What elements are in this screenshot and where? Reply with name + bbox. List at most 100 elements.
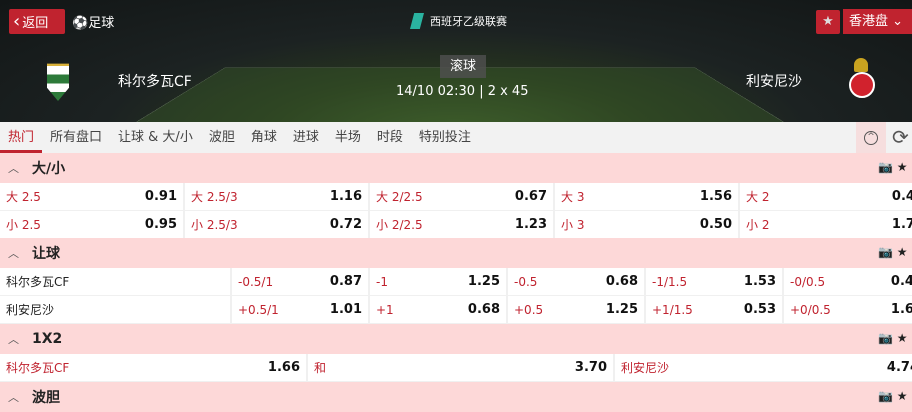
odds-cell[interactable]: 大 2.5/3 1.16: [185, 183, 368, 210]
odds-price: 0.68: [467, 302, 500, 317]
odds-price: 1.01: [329, 302, 362, 317]
tab-corners[interactable]: 角球: [250, 130, 277, 145]
refresh-icon[interactable]: ⟳: [892, 125, 909, 149]
section-1x2[interactable]: ︿ 1X2 📷 ★: [0, 324, 912, 354]
favorite-star-button[interactable]: ★: [816, 10, 840, 34]
odds-cell[interactable]: +1 0.68: [370, 296, 506, 323]
odds-line: +1/1.5: [652, 302, 693, 317]
odds-cell[interactable]: 和 3.70: [308, 354, 613, 381]
odds-line: -0/0.5: [790, 274, 826, 289]
odds-cell[interactable]: -1/1.5 1.53: [646, 268, 782, 295]
odds-price: 0.95: [144, 217, 177, 232]
pin-icon[interactable]: ★: [896, 160, 908, 174]
odds-cell[interactable]: -1 1.25: [370, 268, 506, 295]
tab-handicap-ou[interactable]: 让球 & 大/小: [118, 130, 193, 145]
odds-cell[interactable]: 小 2/2.5 1.23: [370, 211, 553, 238]
odds-line: +1: [376, 302, 394, 317]
odds-price: 1.75: [891, 217, 912, 232]
stats-icon[interactable]: 📷: [878, 389, 893, 403]
chevron-up-icon: ︿: [8, 333, 19, 346]
collapse-all-button[interactable]: ^: [856, 122, 886, 153]
match-header: ‹ 返回 ⚽足球 西班牙乙级联赛 ★ 香港盘 ⌄ 科尔多瓦CF 滚球 14/10 …: [0, 0, 912, 122]
stats-icon[interactable]: 📷: [878, 245, 893, 259]
odds-cell[interactable]: -0.5/1 0.87: [232, 268, 368, 295]
odds-line: -1: [376, 274, 388, 289]
odds-type-dropdown[interactable]: 香港盘 ⌄: [843, 9, 912, 34]
odds-cell[interactable]: 大 2.5 0.91: [0, 183, 183, 210]
stats-icon[interactable]: 📷: [878, 331, 893, 345]
match-time: 14/10 02:30 | 2 x 45: [396, 84, 529, 99]
odds-cell[interactable]: 大 3 1.56: [555, 183, 738, 210]
odds-cell[interactable]: -0.5 0.68: [508, 268, 644, 295]
odds-cell[interactable]: 小 2.5 0.95: [0, 211, 183, 238]
odds-price: 0.72: [329, 217, 362, 232]
odds-cell: 科尔多瓦CF: [0, 268, 230, 295]
odds-line: 小 2.5/3: [191, 218, 238, 232]
odds-line: 小 2: [746, 218, 770, 232]
section-title: 波胆: [32, 390, 60, 406]
chevron-down-icon: ⌄: [892, 14, 904, 29]
handicap-row: 科尔多瓦CF -0.5/1 0.87 -1 1.25 -0.5 0.68 -1/1.5 1.53…: [0, 268, 912, 295]
odds-price: 0.91: [144, 189, 177, 204]
section-title: 让球: [32, 246, 60, 262]
odds-cell[interactable]: +1/1.5 0.53: [646, 296, 782, 323]
stats-icon[interactable]: 📷: [878, 160, 893, 174]
away-crest-icon: [846, 58, 876, 100]
section-title: 大/小: [32, 161, 66, 177]
odds-type-label: 香港盘: [849, 14, 889, 29]
pin-icon[interactable]: ★: [896, 245, 908, 259]
tab-period[interactable]: 时段: [376, 130, 403, 145]
odds-line: +0.5/1: [238, 302, 279, 317]
tab-hot[interactable]: 热门: [0, 122, 43, 153]
tab-goals[interactable]: 进球: [292, 130, 319, 145]
home-team: 科尔多瓦CF: [118, 74, 192, 90]
odds-line: -0.5: [514, 274, 538, 289]
pin-icon[interactable]: ★: [896, 389, 908, 403]
tab-correct-score[interactable]: 波胆: [208, 130, 235, 145]
odds-price: 0.50: [699, 217, 732, 232]
section-icons: 📷 ★: [878, 331, 908, 345]
odds-line: 大 2.5: [6, 190, 41, 204]
odds-price: 0.67: [514, 189, 547, 204]
section-handicap[interactable]: ︿ 让球 📷 ★: [0, 238, 912, 268]
odds-line: 大 2/2.5: [376, 190, 423, 204]
section-correct-score[interactable]: ︿ 波胆 📷 ★: [0, 382, 912, 412]
tab-specials[interactable]: 特别投注: [418, 130, 471, 145]
pin-icon[interactable]: ★: [896, 331, 908, 345]
odds-line: 小 3: [561, 218, 585, 232]
odds-price: 1.25: [467, 274, 500, 289]
team-name: 科尔多瓦CF: [6, 275, 70, 289]
ou-row: 小 2.5 0.95 小 2.5/3 0.72 小 2/2.5 1.23 小 3 0.50 小 …: [0, 211, 912, 238]
chevron-up-icon: ︿: [8, 391, 19, 404]
section-over-under[interactable]: ︿ 大/小 📷 ★: [0, 153, 912, 183]
odds-cell[interactable]: 小 3 0.50: [555, 211, 738, 238]
odds-line: +0/0.5: [790, 302, 831, 317]
odds-cell[interactable]: -0/0.5 0.48: [784, 268, 912, 295]
odds-cell[interactable]: +0.5 1.25: [508, 296, 644, 323]
odds-cell[interactable]: 利安尼沙 4.74: [615, 354, 912, 381]
odds-price: 1.16: [329, 189, 362, 204]
tab-all[interactable]: 所有盘口: [50, 130, 103, 145]
odds-line: -1/1.5: [652, 274, 688, 289]
odds-line: 和: [314, 361, 327, 375]
odds-line: 大 2.5/3: [191, 190, 238, 204]
ou-row: 大 2.5 0.91 大 2.5/3 1.16 大 2/2.5 0.67 大 3 1.56 大 …: [0, 183, 912, 210]
odds-line: 小 2.5: [6, 218, 41, 232]
odds-line: 大 3: [561, 190, 585, 204]
odds-price: 1.53: [743, 274, 776, 289]
market-tabs: 热门 所有盘口 让球 & 大/小 波胆 角球 进球 半场 时段 特别投注 ^ ⟳: [0, 122, 912, 153]
odds-price: 1.60: [890, 302, 912, 317]
odds-cell[interactable]: +0/0.5 1.60: [784, 296, 912, 323]
odds-line: 利安尼沙: [621, 361, 670, 375]
odds-cell[interactable]: 大 2 0.43: [740, 183, 912, 210]
odds-cell[interactable]: 小 2.5/3 0.72: [185, 211, 368, 238]
odds-cell[interactable]: +0.5/1 1.01: [232, 296, 368, 323]
live-badge: 滚球: [440, 55, 486, 78]
odds-price: 0.48: [890, 274, 912, 289]
odds-price: 0.68: [605, 274, 638, 289]
tab-half[interactable]: 半场: [334, 130, 361, 145]
odds-cell[interactable]: 科尔多瓦CF 1.66: [0, 354, 306, 381]
back-button[interactable]: ‹ 返回: [9, 9, 65, 34]
odds-cell[interactable]: 小 2 1.75: [740, 211, 912, 238]
odds-cell[interactable]: 大 2/2.5 0.67: [370, 183, 553, 210]
